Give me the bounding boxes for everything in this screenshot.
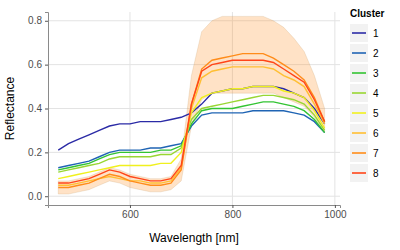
legend-label: 6 — [373, 128, 379, 139]
x-tick-mark — [232, 205, 233, 208]
legend-key-bg — [350, 104, 368, 122]
legend-key — [352, 152, 366, 154]
legend-item: 6 — [350, 124, 379, 142]
legend-item: 5 — [350, 104, 379, 122]
grid-line — [48, 20, 340, 21]
x-tick-mark — [130, 205, 131, 208]
y-tick-mark — [45, 65, 48, 66]
legend-label: 1 — [373, 28, 379, 39]
y-tick: 0.4 — [28, 103, 48, 114]
y-tick-label: 0.6 — [28, 59, 42, 70]
x-axis: 600 800 1000 — [49, 205, 347, 220]
legend-item: 7 — [350, 144, 379, 162]
series-line — [58, 54, 324, 188]
y-axis-title: Reflectance — [3, 76, 17, 140]
y-axis: 0.0 0.2 0.4 0.6 0.8 — [28, 13, 48, 206]
grid-line — [48, 152, 340, 153]
legend-key — [352, 52, 366, 54]
x-tick-label: 1000 — [324, 209, 347, 220]
x-axis-line — [49, 206, 341, 209]
legend-key-bg — [350, 24, 368, 42]
legend-item: 2 — [350, 44, 379, 62]
legend-label: 4 — [373, 88, 379, 99]
legend-label: 8 — [373, 168, 379, 179]
grid-line — [48, 196, 340, 197]
legend-item: 3 — [350, 64, 379, 82]
legend-key — [352, 132, 366, 134]
y-tick: 0.2 — [28, 147, 48, 158]
legend-key-bg — [350, 164, 368, 182]
legend-key-bg — [350, 84, 368, 102]
y-tick-label: 0.8 — [28, 15, 42, 26]
legend-item: 4 — [350, 84, 379, 102]
series-line — [58, 87, 324, 151]
y-tick: 0.8 — [28, 15, 48, 26]
legend-key-bg — [350, 124, 368, 142]
legend-item: 8 — [350, 164, 379, 182]
plot: 600 800 1000 0.0 0.2 0.4 0.6 0.8 — [28, 12, 347, 220]
legend-key — [352, 72, 366, 74]
y-tick-mark — [45, 21, 48, 22]
y-tick-label: 0.4 — [28, 103, 42, 114]
y-tick: 0.0 — [28, 191, 48, 202]
y-tick-mark — [45, 109, 48, 110]
x-tick-label: 800 — [225, 209, 242, 220]
legend-item: 1 — [350, 24, 379, 42]
legend-key-bg — [350, 144, 368, 162]
legend-label: 7 — [373, 148, 379, 159]
legend-key — [352, 172, 366, 174]
x-tick-mark — [335, 205, 336, 208]
legend-label: 3 — [373, 68, 379, 79]
series-line — [58, 87, 324, 179]
x-axis-title: Wavelength [nm] — [149, 231, 239, 245]
x-tick: 1000 — [324, 205, 347, 220]
series-line — [58, 67, 324, 185]
x-tick-label: 600 — [122, 209, 139, 220]
y-tick-mark — [45, 196, 48, 197]
legend-label: 2 — [373, 48, 379, 59]
legend-key — [352, 112, 366, 114]
y-tick: 0.6 — [28, 59, 48, 70]
legend-key-bg — [350, 44, 368, 62]
marks — [58, 16, 324, 194]
legend-label: 5 — [373, 108, 379, 119]
x-tick: 800 — [225, 205, 242, 220]
y-tick-label: 0.2 — [28, 147, 42, 158]
legend-title: Cluster — [350, 8, 385, 19]
panel — [48, 12, 340, 205]
y-tick-label: 0.0 — [28, 191, 42, 202]
legend-key-bg — [350, 64, 368, 82]
series-line — [58, 60, 324, 183]
legend: Cluster 1 2 3 4 5 6 7 8 — [350, 8, 385, 182]
y-tick-mark — [45, 152, 48, 153]
x-tick: 600 — [122, 205, 139, 220]
grid — [48, 12, 340, 205]
chart: 600 800 1000 0.0 0.2 0.4 0.6 0.8 Wavelength [nm]… — [0, 0, 400, 250]
legend-key — [352, 32, 366, 34]
legend-key — [352, 92, 366, 94]
band — [58, 16, 324, 194]
y-axis-line — [45, 13, 49, 206]
